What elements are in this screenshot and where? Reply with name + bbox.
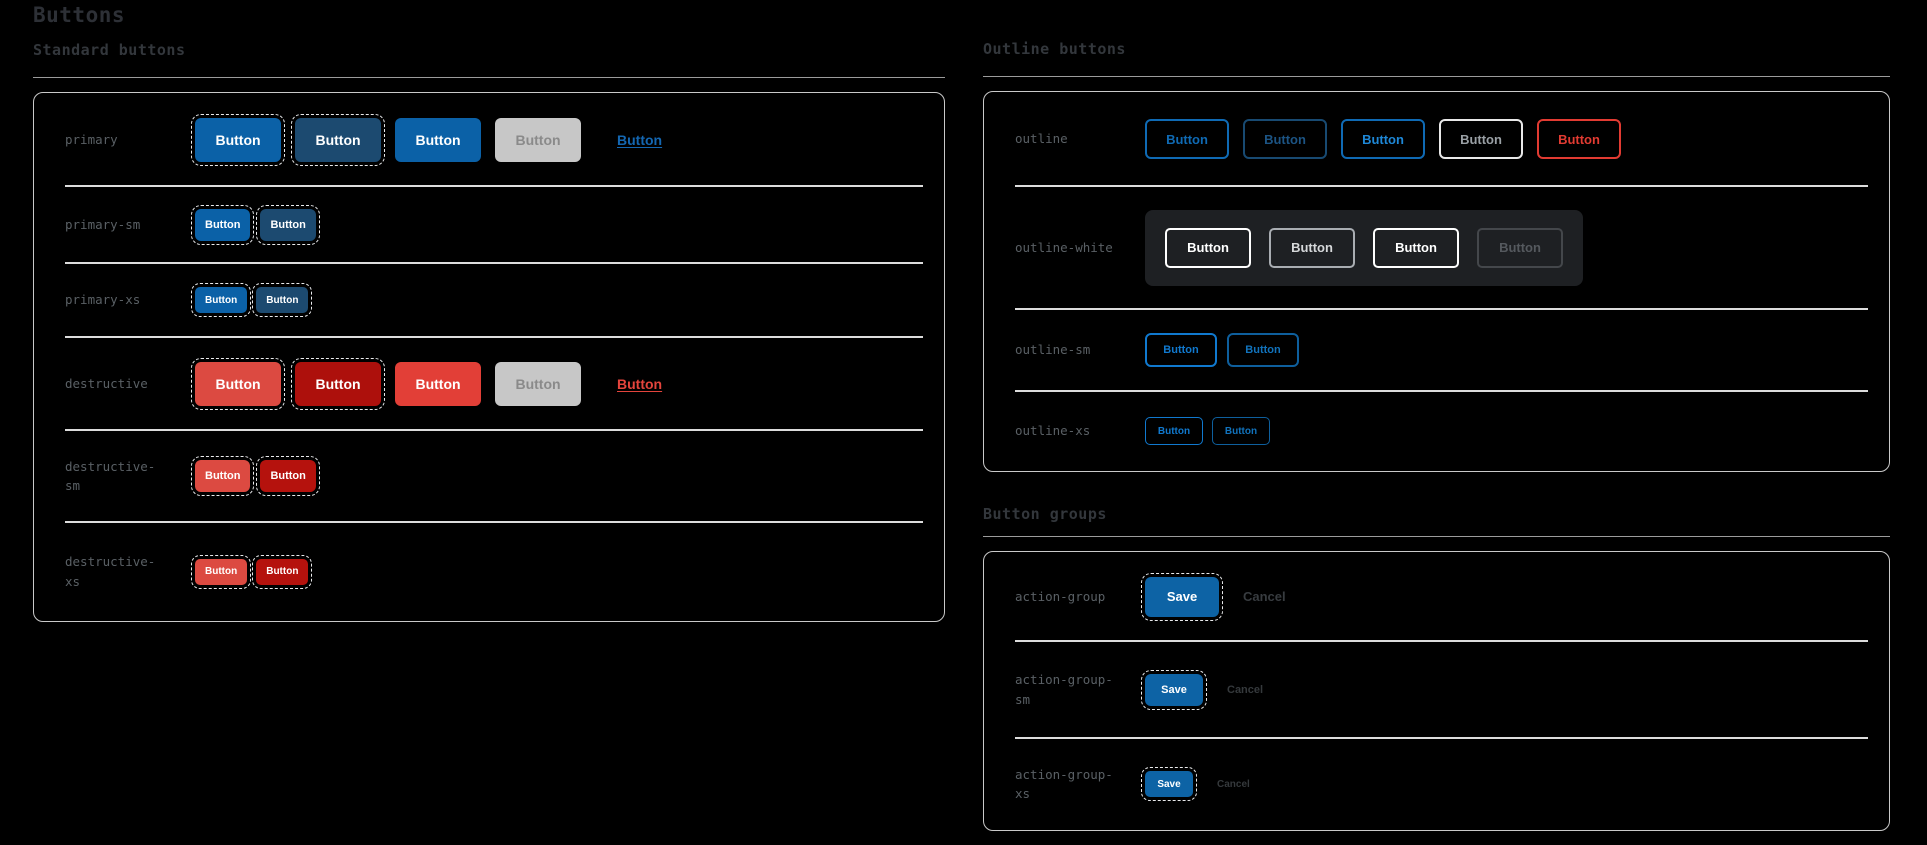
row-action-group: action-group Save Cancel [984,552,1889,641]
outline-xs-button-1[interactable]: Button [1145,417,1203,445]
primary-sm-button-2[interactable]: Button [256,204,320,245]
row-destructive-xs: destructive-xs Button Button [34,521,944,621]
outline-xs-button-row: Button Button [1145,417,1270,445]
row-label: outline-white [1015,239,1113,255]
outline-button-4[interactable]: Button [1439,119,1523,159]
action-group-sm-save-1[interactable]: Save [1141,669,1207,710]
section-heading-outline: Outline buttons [983,40,1126,58]
destructive-xs-button-1[interactable]: Button [190,554,252,589]
row-label: outline-sm [1015,342,1091,358]
outline-sm-button-2[interactable]: Button [1227,333,1299,367]
row-label: outline-xs [1015,423,1091,439]
row-action-group-xs: action-group-xs Save Cancel [984,737,1889,830]
page-title: Buttons [33,3,126,27]
outline-sm-button-1[interactable]: Button [1145,333,1217,367]
primary-button-row: Button Button Button Button Button [191,113,663,166]
primary-xs-button-row: Button Button [190,283,313,317]
destructive-button-5[interactable]: Button [617,375,663,392]
destructive-button-row: Button Button Button Button Button [191,357,663,410]
destructive-button-1[interactable]: Button [191,357,285,410]
row-label: destructive [65,375,148,391]
primary-button-2[interactable]: Button [291,113,385,166]
destructive-sm-button-2[interactable]: Button [256,456,320,496]
outline-white-button-3[interactable]: Button [1373,227,1459,268]
outline-white-button-1[interactable]: Button [1165,227,1251,268]
destructive-button-3[interactable]: Button [395,361,481,406]
outline-buttons-panel: outline Button Button Button Button Button out… [983,91,1890,472]
row-label: destructive-sm [65,458,156,493]
primary-button-3[interactable]: Button [395,117,481,162]
outline-sm-button-row: Button Button [1145,333,1299,367]
action-group-button-row: Save Cancel [1141,572,1286,621]
action-group-sm-cancel-2[interactable]: Cancel [1227,683,1264,696]
section-heading-standard: Standard buttons [33,41,186,59]
row-outline: outline Button Button Button Button Button [984,92,1889,186]
primary-button-5[interactable]: Button [617,131,663,148]
outline-button-5[interactable]: Button [1537,119,1621,159]
row-label: action-group-xs [1015,766,1113,801]
row-label: primary-sm [65,216,141,232]
row-label: destructive-xs [65,554,156,589]
section-divider [983,536,1890,537]
destructive-button-4[interactable]: Button [495,361,581,406]
action-group-xs-save-1[interactable]: Save [1141,767,1197,801]
action-group-xs-cancel-2[interactable]: Cancel [1217,778,1250,790]
row-action-group-sm: action-group-sm Save Cancel [984,640,1889,738]
action-group-sm-button-row: Save Cancel [1141,669,1264,710]
row-outline-xs: outline-xs Button Button [984,390,1889,471]
outline-and-groups-column: Outline buttons outline Button Button Butto… [983,0,1890,831]
button-groups-panel: action-group Save Cancel action-group-sm Sav… [983,551,1890,831]
row-label: action-group-sm [1015,672,1113,707]
outline-button-1[interactable]: Button [1145,119,1229,159]
destructive-xs-button-2[interactable]: Button [252,554,313,589]
outline-button-row: Button Button Button Button Button [1145,119,1621,159]
row-destructive-sm: destructive-sm Button Button [34,429,944,522]
destructive-sm-button-row: Button Button [190,456,320,496]
standard-buttons-panel: primary Button Button Button Button Button pri… [33,92,945,622]
primary-button-4[interactable]: Button [495,117,581,162]
destructive-sm-button-1[interactable]: Button [190,456,255,496]
row-destructive: destructive Button Button Button Button Butto… [34,336,944,430]
standard-buttons-column: Buttons Standard buttons primary Button Bu… [33,0,945,622]
outline-xs-button-2[interactable]: Button [1212,417,1270,445]
section-heading-groups: Button groups [983,505,1107,523]
row-primary-sm: primary-sm Button Button [34,185,944,263]
outline-white-dark-panel: Button Button Button Button [1145,209,1583,286]
row-outline-sm: outline-sm Button Button [984,308,1889,391]
row-primary: primary Button Button Button Button Button [34,93,944,186]
action-group-xs-button-row: Save Cancel [1141,767,1250,801]
primary-sm-button-1[interactable]: Button [190,204,255,245]
primary-button-1[interactable]: Button [191,113,285,166]
outline-button-2[interactable]: Button [1243,119,1327,159]
row-label: primary [65,131,118,147]
row-label: outline [1015,131,1068,147]
row-primary-xs: primary-xs Button Button [34,262,944,337]
outline-white-button-2[interactable]: Button [1269,227,1355,268]
destructive-xs-button-row: Button Button [190,554,313,589]
destructive-button-2[interactable]: Button [291,357,385,410]
action-group-cancel-2[interactable]: Cancel [1243,589,1286,604]
primary-xs-button-1[interactable]: Button [190,283,252,317]
action-group-save-1[interactable]: Save [1141,572,1223,621]
outline-white-button-row: Button Button Button Button [1165,227,1563,268]
row-outline-white: outline-white Button Button Button Button [984,185,1889,309]
row-label: action-group [1015,588,1106,604]
outline-white-button-4[interactable]: Button [1477,227,1563,268]
primary-sm-button-row: Button Button [190,204,320,245]
row-label: primary-xs [65,292,141,308]
section-divider [983,76,1890,77]
outline-button-3[interactable]: Button [1341,119,1425,159]
section-divider [33,77,945,78]
primary-xs-button-2[interactable]: Button [252,283,313,317]
